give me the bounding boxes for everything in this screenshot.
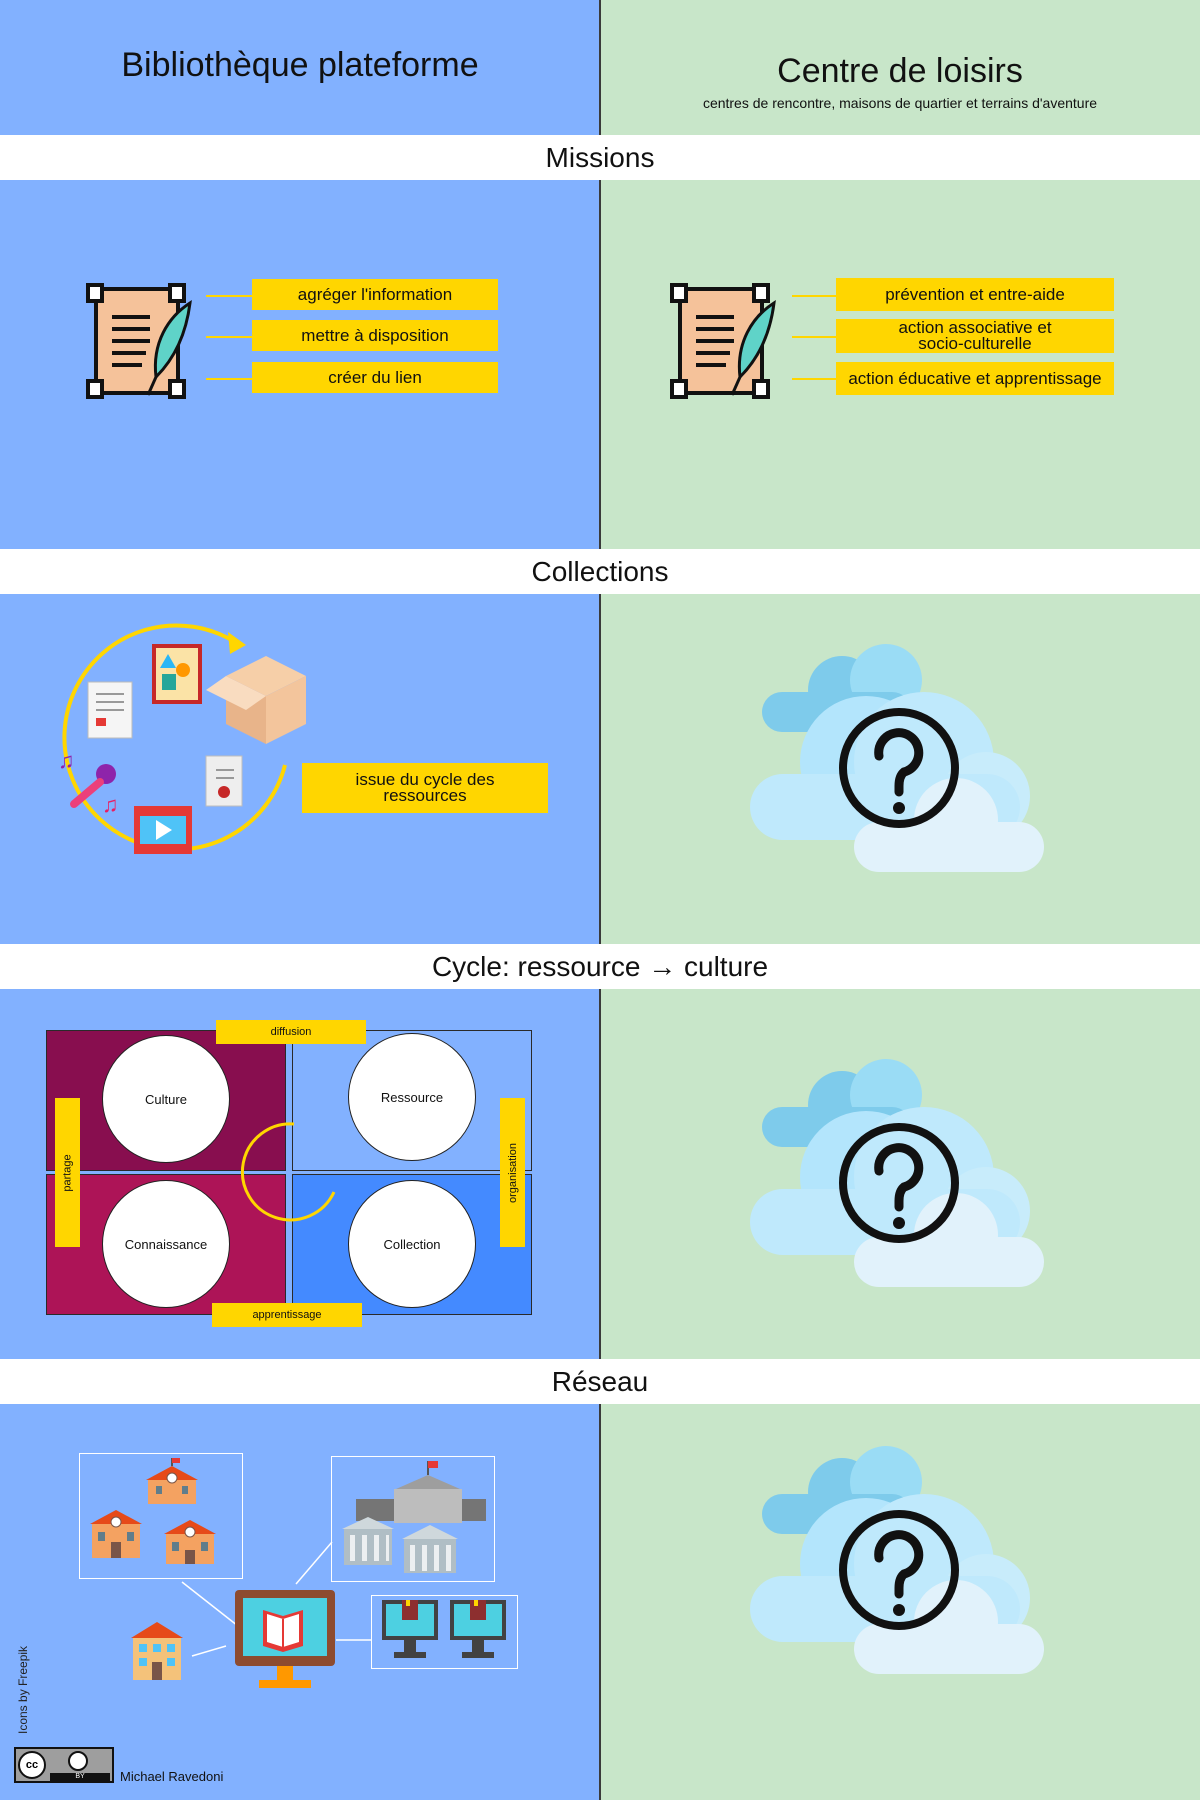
mission-connector xyxy=(206,295,252,297)
left-column-title: Bibliothèque plateforme xyxy=(121,46,479,84)
mission-label: agréger l'information xyxy=(252,279,498,310)
scroll-quill-icon xyxy=(670,283,776,399)
resource-cycle-illustration: ♫ ♫ xyxy=(58,623,306,854)
cycle-arrow-icon xyxy=(62,623,287,852)
arrow-head-icon xyxy=(228,632,246,654)
cloud-question-icon xyxy=(750,1059,1044,1287)
mission-connector xyxy=(206,378,252,380)
circle-ressource: Ressource xyxy=(348,1033,476,1161)
right-column-title: Centre de loisirs xyxy=(777,52,1023,90)
music-note-icon: ♫ xyxy=(58,748,75,773)
video-player-icon xyxy=(134,806,192,854)
mission-label: prévention et entre-aide xyxy=(836,278,1114,311)
schools-group-box xyxy=(79,1453,243,1579)
circle-collection: Collection xyxy=(348,1180,476,1308)
music-note-icon: ♫ xyxy=(102,792,119,817)
certificate-icon xyxy=(205,755,243,807)
column-divider xyxy=(599,0,601,135)
mission-label: mettre à disposition xyxy=(252,320,498,351)
mission-connector xyxy=(206,336,252,338)
column-divider xyxy=(599,1404,601,1800)
scroll-quill-icon xyxy=(86,283,192,399)
edge-label-organisation: organisation xyxy=(500,1098,525,1247)
right-column-subtitle: centres de rencontre, maisons de quartie… xyxy=(702,95,1098,111)
section-title-cycle: Cycle: ressource → culture xyxy=(0,944,1200,989)
cc-by-license-badge: cc BY xyxy=(14,1747,114,1783)
library-computer-icon xyxy=(235,1590,335,1688)
section-title-reseau: Réseau xyxy=(0,1359,1200,1404)
circle-culture: Culture xyxy=(102,1035,230,1163)
document-icon xyxy=(87,681,133,739)
cc-icon: cc xyxy=(18,1751,46,1779)
framed-art-icon xyxy=(152,644,202,704)
edge-label-apprentissage: apprentissage xyxy=(212,1303,362,1327)
header-left-panel xyxy=(0,0,600,135)
mission-connector xyxy=(792,336,836,338)
school-building-icon xyxy=(131,1622,183,1680)
institutions-icon xyxy=(342,1461,486,1573)
by-label: BY xyxy=(50,1773,110,1781)
cloud-question-icon xyxy=(750,644,1044,872)
schools-icon xyxy=(90,1458,216,1564)
collections-label: issue du cycle des ressources xyxy=(302,763,548,813)
computers-icon xyxy=(382,1600,506,1658)
cycle-arc-icon xyxy=(240,1122,336,1222)
column-divider xyxy=(599,180,601,549)
edge-label-diffusion: diffusion xyxy=(216,1020,366,1044)
mission-connector xyxy=(792,378,836,380)
mission-label: créer du lien xyxy=(252,362,498,393)
circle-connaissance: Connaissance xyxy=(102,1180,230,1308)
mission-label: action associative et socio-culturelle xyxy=(836,319,1114,353)
microphone-icon xyxy=(70,764,116,808)
column-divider xyxy=(599,594,601,944)
header-right-panel xyxy=(600,0,1200,135)
cardboard-box-icon xyxy=(206,656,306,744)
mission-connector xyxy=(792,295,836,297)
computers-group-box xyxy=(371,1595,518,1669)
attribution-icon xyxy=(68,1751,88,1771)
network-lines xyxy=(181,1541,372,1657)
author-credit: Michael Ravedoni xyxy=(120,1769,224,1784)
icons-credit: Icons by Freepik xyxy=(16,1645,30,1734)
column-divider xyxy=(599,989,601,1359)
section-title-collections: Collections xyxy=(0,549,1200,594)
institutions-group-box xyxy=(331,1456,495,1582)
mission-label: action éducative et apprentissage xyxy=(836,362,1114,395)
edge-label-partage: partage xyxy=(55,1098,80,1247)
section-title-missions: Missions xyxy=(0,135,1200,180)
cloud-question-icon xyxy=(750,1446,1044,1674)
